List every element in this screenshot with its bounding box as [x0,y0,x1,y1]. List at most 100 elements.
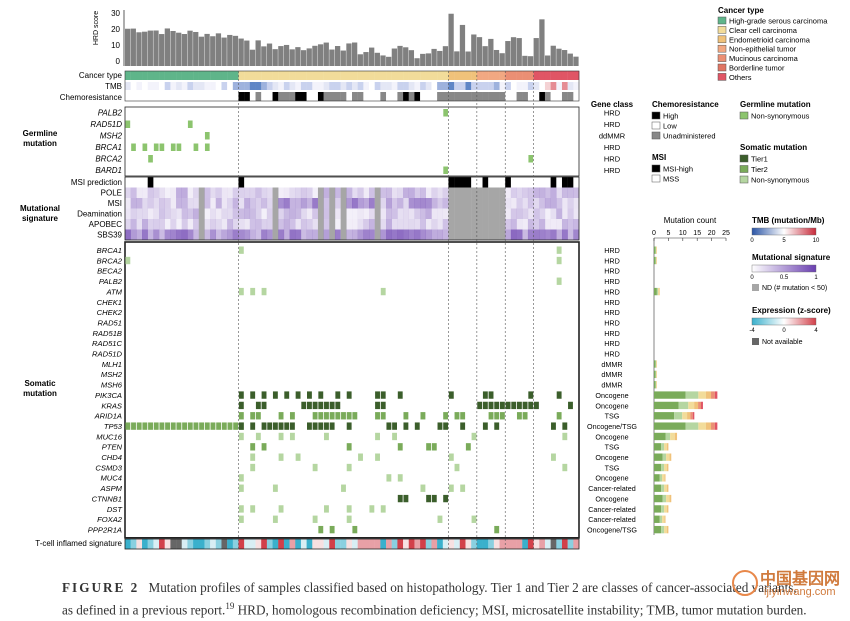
signature-cell [374,219,381,230]
somatic-mutation-cell [568,401,573,410]
signature-cell [505,187,512,198]
somatic-mutation-cell [136,422,142,430]
watermark-url: ijiyinwang.com [764,586,836,598]
cancer-type-cell [425,71,432,80]
somatic-mutation-cell [443,422,449,430]
hrd-bar [391,48,397,66]
signature-cell [329,198,336,209]
hrd-bar [516,38,522,66]
signature-cell [204,208,211,219]
tcell-cell [176,539,182,549]
somatic-mutation-cell [562,463,568,472]
legend-somatic-item-swatch [739,175,749,184]
somatic-mutation-cell [556,277,562,285]
signature-cell [493,229,500,240]
cancer-type-cell [329,71,336,80]
tmb-cell [573,82,580,90]
cancer-type-cell [255,71,262,80]
legend-cancer-type-item-swatch [717,63,727,72]
somatic-mutation-cell [142,422,148,430]
signature-cell [544,187,551,198]
signature-cell [170,229,177,240]
legend-cancer-type-item-swatch [717,16,727,25]
somatic-mutation-cell [284,422,290,430]
signature-cell [403,187,409,198]
tcell-cell [374,539,381,549]
signature-cell [550,198,557,209]
somatic-mutation-cell [511,401,517,410]
mutation-count-bar [661,443,665,451]
legend-tmb: TMB (mutation/Mb) 0 5 10 [750,216,824,244]
germline-mutation-cell [176,143,182,151]
signature-cell [334,198,341,209]
cancer-type-cell [459,71,466,80]
signature-cell [295,187,302,198]
chemo-cell [232,92,239,101]
chemo-cell [221,92,228,101]
legend-exp-tick-1: 0 [782,328,786,334]
tmb-cell [130,82,137,90]
signature-cell [193,198,199,209]
signature-cell [391,198,398,209]
tcell-cell [363,539,370,549]
signature-cell [278,187,285,198]
somatic-class-label: HRD [604,246,620,255]
signature-row-5: SBS39 [97,231,122,240]
germline-mutation-cell [159,143,165,151]
chemo-cell [544,92,551,101]
msi-prediction-cell [181,177,188,188]
signature-cell [266,187,273,198]
hrd-bar [522,55,528,66]
somatic-gene-rad51b: RAD51B [92,329,122,338]
signature-cell [164,187,171,198]
signature-cell [255,187,262,198]
signature-cell [403,229,409,240]
tcell-label: T-cell inflamed signature [35,539,122,548]
tcell-cell [346,539,353,549]
signature-cell [499,187,506,198]
somatic-mutation-cell [289,432,295,441]
chemo-cell [505,92,512,101]
hrd-bar [232,35,239,66]
legend-msi-item-swatch [651,174,661,183]
signature-cell [369,229,375,240]
signature-cell [312,198,319,209]
tcell-cell [142,539,148,549]
signature-cell [391,208,398,219]
signature-cell [187,208,194,219]
tcell-cell [300,539,307,549]
cancer-type-cell [516,71,523,80]
signature-cell [198,198,205,209]
somatic-mutation-cell [307,391,312,399]
signature-cell [210,219,216,230]
signature-cell [567,219,574,230]
cancer-type-cell [522,71,529,80]
cancer-type-cell [499,71,506,80]
legend-tmb-title: TMB (mutation/Mb) [752,216,825,225]
tmb-cell [266,82,273,90]
cancer-type-cell [170,71,177,80]
signature-cell [544,208,551,219]
signature-cell [227,198,234,209]
signature-cell [420,229,426,240]
mutation-count-title: Mutation count [664,216,717,225]
signature-cell [386,198,392,209]
chemo-cell [198,92,205,101]
germline-mutation-cell [131,143,136,151]
legend-signature-title: Mutational signature [752,253,831,262]
cancer-type-cell [238,71,245,80]
somatic-frame [124,241,580,539]
cancer-type-cell [493,71,500,80]
cancer-type-cell [533,71,540,80]
hrd-tick-20: 20 [111,25,120,34]
tcell-cell [386,539,392,549]
signature-cell [437,187,443,198]
chemo-cell [573,92,580,101]
mutation-count-bar [694,401,699,410]
hrd-bar [306,48,312,66]
cancer-type-cell [420,71,426,80]
signature-cell [408,208,415,219]
signature-cell [317,198,324,209]
signature-cell [289,208,296,219]
